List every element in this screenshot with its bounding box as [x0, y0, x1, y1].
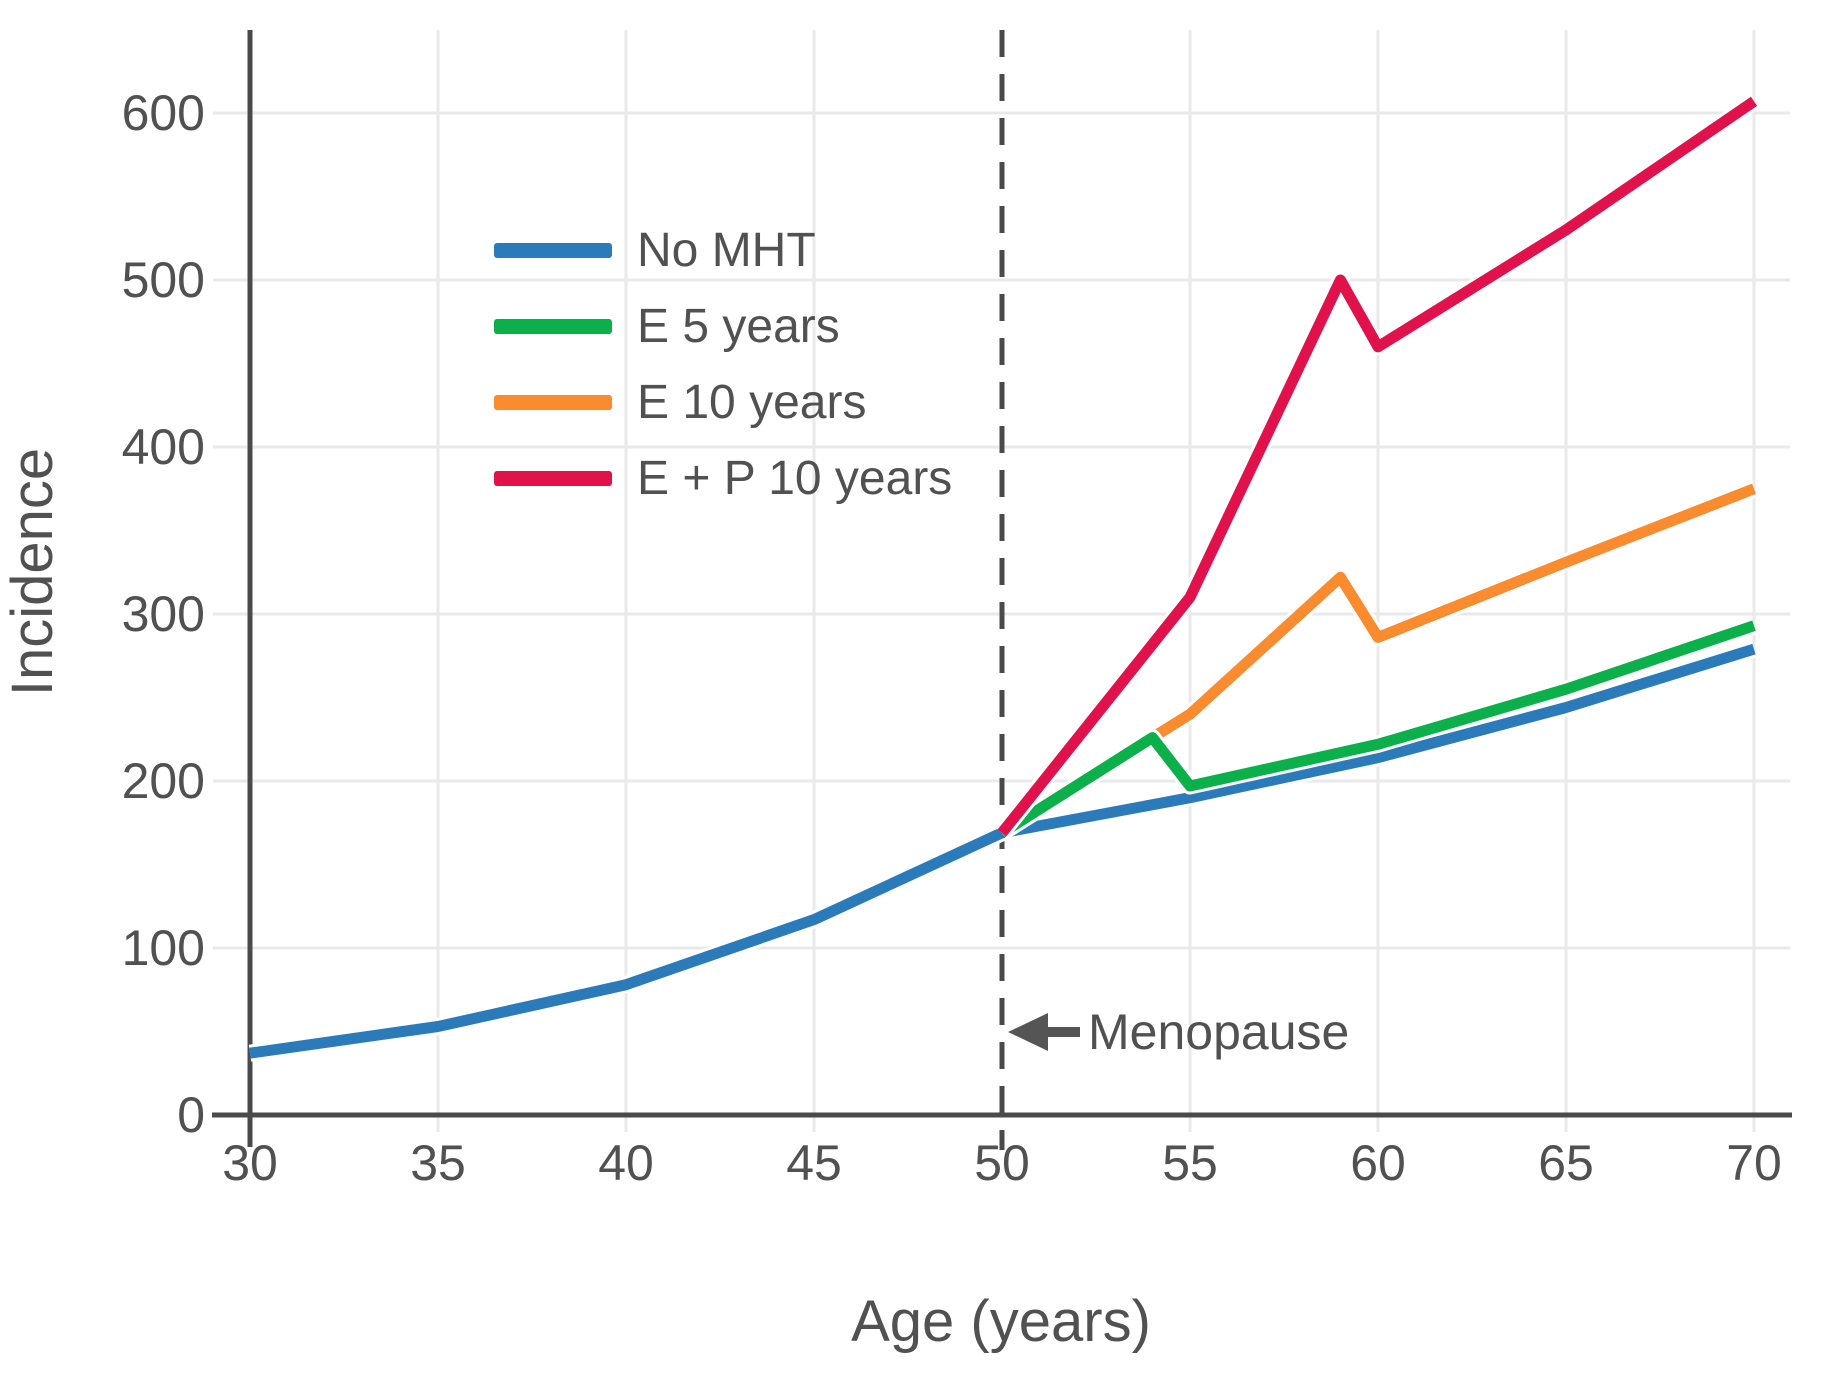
legend-item-no-mht: No MHT [494, 224, 816, 277]
y-tick-label-600: 600 [122, 85, 205, 141]
legend: No MHT E 5 years E 10 years E + P 10 years [494, 224, 952, 505]
y-tick-label-300: 300 [122, 586, 205, 642]
y-tick-label-0: 0 [177, 1087, 205, 1143]
legend-label-no-mht: No MHT [637, 224, 816, 277]
legend-swatch-e-5-years [494, 319, 612, 334]
x-tick-label-65: 65 [1538, 1135, 1594, 1191]
y-tick-label-200: 200 [122, 753, 205, 809]
legend-swatch-no-mht [494, 243, 612, 258]
x-tick-label-50: 50 [974, 1135, 1030, 1191]
tick-labels: 0 100 200 300 400 500 600 30 35 40 45 50 55 60 65 70 [122, 85, 1782, 1191]
legend-label-e-10-years: E 10 years [637, 376, 866, 429]
legend-swatch-e-10-years [494, 395, 612, 410]
y-tick-label-500: 500 [122, 252, 205, 308]
x-tick-label-45: 45 [786, 1135, 842, 1191]
series-line-e-5-years [999, 620, 1756, 838]
x-tick-label-30: 30 [222, 1135, 278, 1191]
legend-swatch-e-p-10-years [494, 471, 612, 486]
axes [212, 30, 1792, 1147]
legend-label-e-5-years: E 5 years [637, 300, 840, 353]
legend-item-e-p-10-years: E + P 10 years [494, 452, 952, 505]
y-tick-label-100: 100 [122, 920, 205, 976]
data-series [248, 94, 1759, 1062]
annotation-label: Menopause [1088, 1004, 1349, 1060]
gridlines [213, 30, 1790, 1132]
y-tick-label-400: 400 [122, 419, 205, 475]
x-tick-label-60: 60 [1350, 1135, 1406, 1191]
legend-item-e-10-years: E 10 years [494, 376, 866, 429]
x-tick-label-55: 55 [1162, 1135, 1218, 1191]
x-tick-label-40: 40 [598, 1135, 654, 1191]
y-axis-title: Incidence [0, 448, 65, 696]
x-tick-label-70: 70 [1726, 1135, 1782, 1191]
menopause-annotation: Menopause [1008, 1004, 1349, 1060]
x-tick-label-35: 35 [410, 1135, 466, 1191]
legend-label-e-p-10-years: E + P 10 years [637, 452, 952, 505]
legend-item-e-5-years: E 5 years [494, 300, 840, 353]
x-axis-title: Age (years) [851, 1289, 1151, 1354]
arrow-head-icon [1008, 1013, 1048, 1051]
series-line-e-p-10-years [997, 96, 1758, 837]
